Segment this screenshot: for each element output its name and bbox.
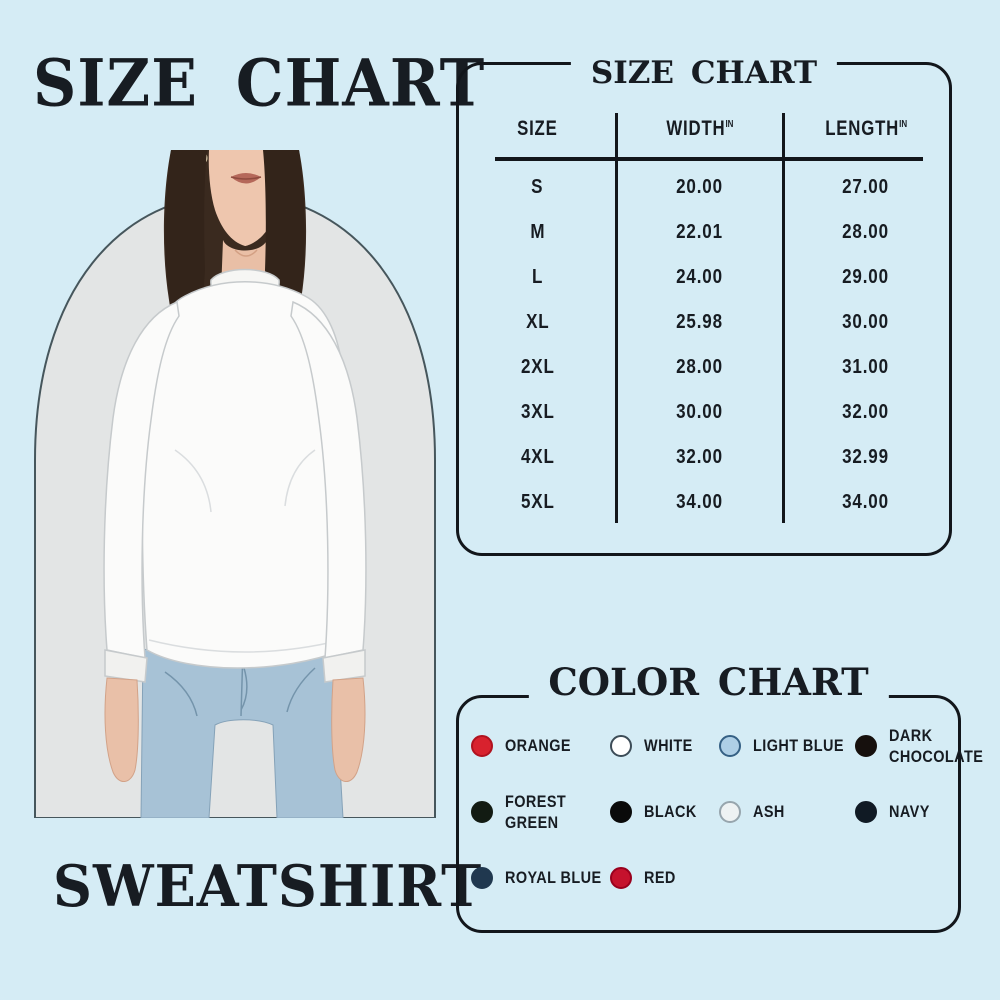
table-row: L 24.00 29.00 [459, 255, 949, 300]
table-row: 2XL 28.00 31.00 [459, 345, 949, 390]
color-item: LIGHT BLUE [719, 735, 855, 757]
color-item: ASH [719, 801, 855, 823]
table-cell-size: 3XL [520, 401, 555, 423]
model-illustration [34, 150, 436, 818]
color-item: WHITE [610, 735, 719, 757]
white-swatch-icon [610, 735, 632, 757]
table-cell-size: 5XL [520, 491, 555, 513]
sweatshirt-cuff-right [322, 649, 366, 683]
page-title: SIZE CHART [33, 46, 486, 122]
size-chart-panel: SIZE CHART SIZE WIDTHIN LENGTHIN S 20.00 27.… [456, 55, 952, 556]
color-item: NAVY [855, 801, 975, 823]
table-row: 4XL 32.00 32.99 [459, 435, 949, 480]
table-row: S 20.00 27.00 [459, 165, 949, 210]
table-cell-length: 32.00 [842, 401, 890, 423]
color-item: ROYAL BLUE [471, 867, 610, 889]
light-blue-swatch-icon [719, 735, 741, 757]
color-item: BLACK [610, 801, 719, 823]
column-header: SIZE [517, 117, 558, 140]
color-label: ORANGE [505, 736, 571, 756]
model-hand-left [104, 677, 139, 782]
color-chart-panel: COLOR CHART ORANGE WHITE LIGHT BLUE DARK CH… [456, 660, 983, 933]
table-row: 3XL 30.00 32.00 [459, 390, 949, 435]
color-label: BLACK [644, 802, 697, 822]
table-row: 5XL 34.00 34.00 [459, 480, 949, 525]
table-cell-length: 32.99 [842, 446, 890, 468]
table-cell-size: 2XL [520, 356, 555, 378]
royal-blue-swatch-icon [471, 867, 493, 889]
table-cell-length: 30.00 [842, 311, 890, 333]
table-cell-length: 34.00 [842, 491, 890, 513]
table-row: XL 25.98 30.00 [459, 300, 949, 345]
sweatshirt-folds [148, 449, 342, 653]
color-label: NAVY [889, 802, 930, 822]
color-item: DARK CHOCOLATE [855, 725, 984, 768]
table-cell-length: 28.00 [842, 221, 890, 243]
product-label: SWEATSHIRT [53, 852, 483, 920]
table-cell-size: XL [525, 311, 550, 333]
table-cell-width: 34.00 [676, 491, 723, 513]
color-label: FOREST GREEN [505, 791, 567, 832]
color-label: ROYAL BLUE [505, 868, 602, 888]
color-label: RED [644, 868, 676, 888]
color-label: DARK CHOCOLATE [889, 725, 984, 766]
mouth-line [230, 176, 262, 180]
table-cell-length: 31.00 [842, 356, 890, 378]
column-header: WIDTHIN [665, 117, 734, 140]
table-cell-size: M [529, 221, 546, 243]
forest-green-swatch-icon [471, 801, 493, 823]
color-item: ORANGE [471, 735, 610, 757]
table-row: M 22.01 28.00 [459, 210, 949, 255]
table-cell-length: 29.00 [842, 266, 890, 288]
model-hand-right [331, 677, 366, 782]
table-cell-width: 22.01 [676, 221, 723, 243]
column-header: LENGTHIN [825, 117, 907, 140]
product-photo [25, 150, 445, 818]
column-divider [615, 113, 618, 523]
size-table-header: SIZE WIDTHIN LENGTHIN [459, 109, 949, 149]
black-swatch-icon [610, 801, 632, 823]
jeans-seams [164, 647, 316, 717]
table-cell-size: L [531, 266, 544, 288]
table-cell-length: 27.00 [842, 176, 890, 198]
color-label: WHITE [644, 736, 693, 756]
header-underline [495, 157, 923, 161]
table-cell-width: 20.00 [676, 176, 723, 198]
red-swatch-icon [610, 867, 632, 889]
table-cell-width: 32.00 [676, 446, 723, 468]
color-grid: ORANGE WHITE LIGHT BLUE DARK CHOCOLATE FORES… [471, 716, 983, 908]
color-item: FOREST GREEN [471, 791, 610, 834]
neck-shadow [234, 249, 258, 257]
orange-swatch-icon [471, 735, 493, 757]
table-cell-width: 25.98 [676, 311, 723, 333]
navy-swatch-icon [855, 801, 877, 823]
ash-swatch-icon [719, 801, 741, 823]
size-table-body: S 20.00 27.00 M 22.01 28.00 L 24.00 29.00 XL 25.98… [459, 165, 949, 525]
table-cell-width: 30.00 [676, 401, 723, 423]
table-cell-size: 4XL [520, 446, 555, 468]
dark-chocolate-swatch-icon [855, 735, 877, 757]
color-label: LIGHT BLUE [753, 736, 844, 756]
column-divider [782, 113, 785, 523]
color-label: ASH [753, 802, 785, 822]
color-item: RED [610, 867, 719, 889]
color-chart-title: COLOR CHART [528, 660, 889, 704]
table-cell-width: 24.00 [676, 266, 723, 288]
sweatshirt-cuff-left [104, 649, 148, 683]
size-chart-title: SIZE CHART [570, 55, 838, 91]
table-cell-width: 28.00 [676, 356, 723, 378]
model-face [208, 150, 282, 246]
table-cell-size: S [531, 176, 544, 198]
